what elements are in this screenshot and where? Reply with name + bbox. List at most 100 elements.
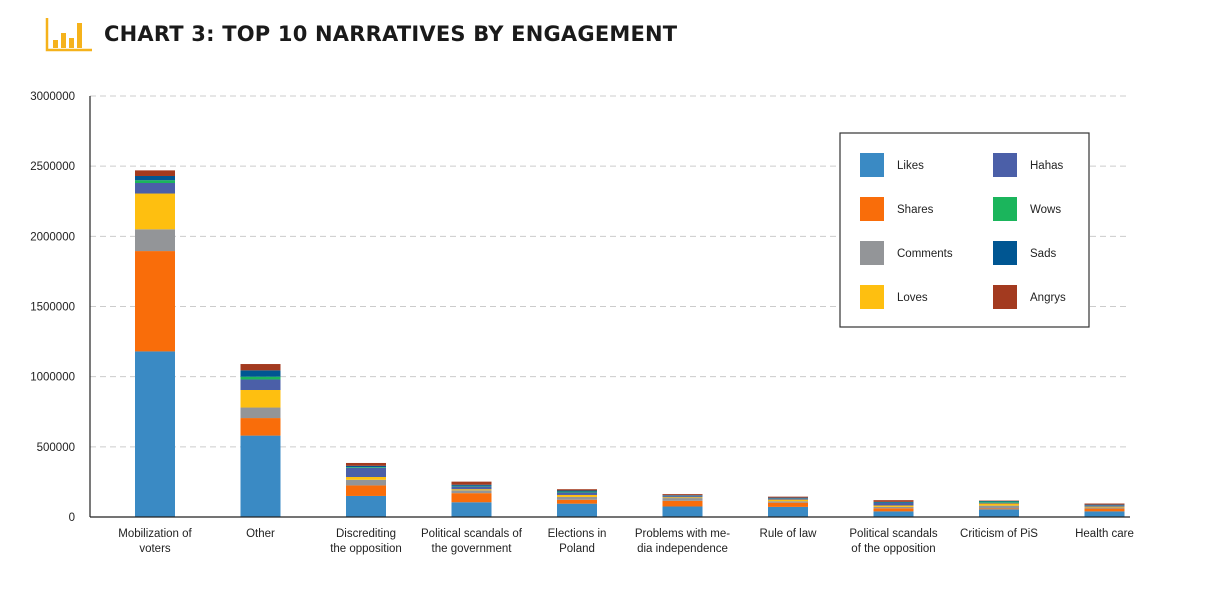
x-category-label: Mobilization of voters — [118, 528, 192, 555]
y-tick-label: 0 — [69, 512, 75, 524]
x-category-label: Problems with me-dia independence — [635, 528, 730, 555]
bar-segment-comments — [557, 496, 597, 500]
legend-label: Sads — [1030, 248, 1056, 260]
y-tick-label: 1500000 — [30, 302, 75, 314]
bar-segment-loves — [662, 497, 703, 499]
bar-segment-sads — [557, 490, 597, 492]
bar-segment-likes — [873, 511, 914, 517]
bar-segment-shares — [979, 508, 1019, 510]
x-category-label: Political scandals of the opposition — [849, 528, 937, 555]
bar-segment-loves — [557, 494, 597, 497]
bar-segment-wows — [346, 467, 386, 468]
bar-segment-hahas — [451, 486, 492, 490]
bar-segment-comments — [240, 407, 281, 419]
bar-segment-sads — [346, 465, 386, 468]
bar-segment-shares — [346, 485, 386, 496]
x-category-label: Political scandals of the government — [421, 528, 523, 555]
legend-label: Shares — [897, 204, 934, 216]
bar-segment-wows — [451, 485, 492, 487]
y-tick-label: 2500000 — [30, 161, 75, 173]
bar-segment-sads — [979, 501, 1019, 502]
bar-segment-likes — [662, 506, 703, 517]
y-tick-label: 500000 — [37, 442, 75, 454]
bar-segment-likes — [557, 503, 597, 517]
chart-title: CHART 3: TOP 10 NARRATIVES BY ENGAGEMENT — [104, 22, 678, 46]
bar-segment-hahas — [979, 502, 1019, 504]
x-category-label: Rule of law — [760, 528, 818, 540]
bar-segment-hahas — [557, 492, 597, 495]
bar-segment-hahas — [346, 467, 386, 478]
x-category-label: Other — [246, 528, 275, 540]
bar-segment-hahas — [768, 498, 808, 500]
chart-header: CHART 3: TOP 10 NARRATIVES BY ENGAGEMENT — [44, 14, 677, 54]
legend-label: Wows — [1030, 204, 1061, 216]
legend-swatch-likes — [860, 153, 884, 177]
legend-swatch-angrys — [993, 285, 1017, 309]
legend-label: Angrys — [1030, 292, 1066, 304]
bar-segment-likes — [768, 506, 808, 517]
x-category-label: Discrediting the opposition — [330, 528, 402, 555]
bar-segment-sads — [1084, 504, 1125, 506]
bar-segment-loves — [451, 489, 492, 491]
bar-segment-angrys — [240, 364, 281, 371]
legend-swatch-shares — [860, 197, 884, 221]
bar-segment-likes — [979, 509, 1019, 517]
bar-segment-comments — [979, 505, 1019, 509]
legend-swatch-wows — [993, 197, 1017, 221]
bar-segment-comments — [768, 501, 808, 503]
legend-swatch-loves — [860, 285, 884, 309]
bar-segment-angrys — [557, 489, 597, 491]
legend-label: Comments — [897, 248, 953, 260]
bar-segment-sads — [768, 497, 808, 499]
bar-segment-wows — [135, 180, 175, 184]
bar-segment-shares — [768, 502, 808, 507]
legend-swatch-hahas — [993, 153, 1017, 177]
bar-segment-loves — [1084, 506, 1125, 508]
bar-segment-sads — [451, 484, 492, 486]
y-tick-label: 3000000 — [30, 91, 75, 103]
bar-segment-likes — [346, 495, 386, 517]
bar-segment-angrys — [1084, 503, 1125, 505]
bar-segment-sads — [662, 495, 703, 496]
bar-segment-loves — [873, 505, 914, 507]
bar-segment-shares — [873, 508, 914, 512]
bar-segment-sads — [135, 175, 175, 181]
bar-segment-shares — [1084, 508, 1125, 512]
bar-segment-shares — [557, 499, 597, 504]
legend-label: Loves — [897, 292, 928, 304]
bar-segment-wows — [240, 376, 281, 380]
bar-segment-angrys — [873, 500, 914, 502]
bar-segment-hahas — [1084, 505, 1125, 507]
bar-segment-wows — [979, 501, 1019, 503]
bar-segment-loves — [979, 503, 1019, 506]
bar-segment-shares — [451, 493, 492, 503]
bar-segment-sads — [240, 370, 281, 377]
legend-swatch-comments — [860, 241, 884, 265]
bar-segment-comments — [662, 498, 703, 501]
bar-segment-likes — [1084, 511, 1125, 517]
bar-segment-wows — [557, 491, 597, 493]
legend-swatch-sads — [993, 241, 1017, 265]
bar-segment-hahas — [662, 496, 703, 498]
bar-segment-shares — [135, 251, 175, 352]
bar-segment-likes — [135, 351, 175, 517]
bar-segment-comments — [346, 479, 386, 486]
bar-segment-angrys — [135, 170, 175, 176]
bar-segment-comments — [451, 490, 492, 494]
bar-segment-loves — [135, 193, 175, 230]
bar-segment-shares — [240, 418, 281, 436]
bar-segment-angrys — [346, 462, 386, 466]
x-category-label: Health care — [1075, 528, 1134, 540]
x-category-label: Criticism of PiS — [960, 528, 1038, 540]
bar-segment-loves — [346, 477, 386, 480]
bar-segment-hahas — [873, 502, 914, 506]
bar-segment-sads — [873, 501, 914, 503]
bar-segment-likes — [451, 502, 492, 517]
bar-segment-loves — [768, 499, 808, 502]
bar-segment-comments — [135, 229, 175, 252]
bar-segment-angrys — [451, 481, 492, 485]
bar-segment-hahas — [135, 183, 175, 194]
bar-chart-icon — [45, 18, 92, 52]
y-tick-label: 2000000 — [30, 231, 75, 243]
